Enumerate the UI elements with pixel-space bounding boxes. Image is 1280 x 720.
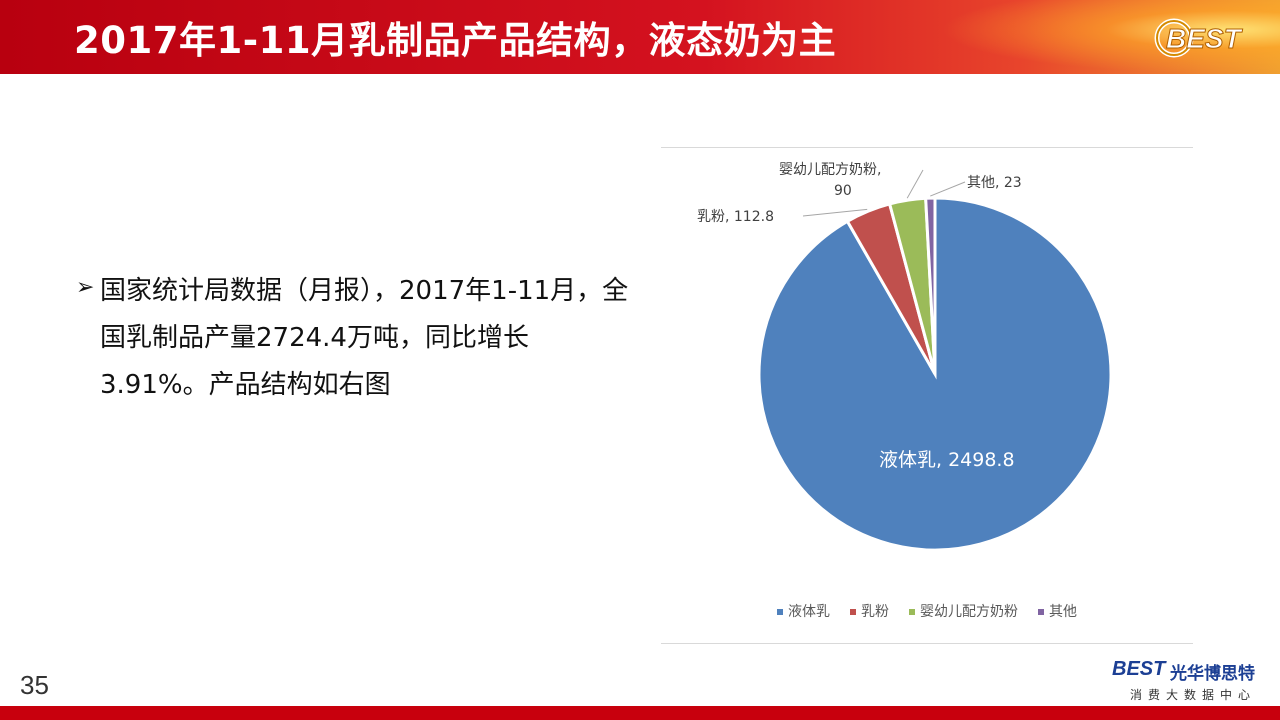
legend-swatch-4 bbox=[1038, 609, 1044, 615]
brand-subtitle: 消费大数据中心 bbox=[1130, 688, 1257, 702]
data-label-3: 90 bbox=[834, 183, 852, 199]
legend-label-1: 液体乳 bbox=[788, 604, 830, 620]
leader-line-4 bbox=[930, 181, 966, 197]
legend-label-2: 乳粉 bbox=[861, 604, 889, 620]
legend-label-3: 婴幼儿配方奶粉 bbox=[920, 604, 1018, 620]
bullet-text: 国家统计局数据（月报），2017年1-11月，全国乳制品产量2724.4万吨，同… bbox=[100, 276, 629, 400]
pie-slice-4 bbox=[924, 196, 937, 375]
slide-title: 2017年1-11月乳制品产品结构，液态奶为主 bbox=[74, 19, 837, 62]
pie-chart: 液体乳, 2498.8 乳粉, 112.8 婴幼儿配方奶粉, 90 其他, 23 液体乳 乳… bbox=[697, 162, 1113, 620]
header-banner: 2017年1-11月乳制品产品结构，液态奶为主 BEST bbox=[0, 0, 1280, 74]
page-number: 35 bbox=[20, 670, 49, 700]
leader-line-3 bbox=[906, 169, 924, 199]
header-glow bbox=[940, 0, 1280, 74]
logo-letters: BEST bbox=[1166, 23, 1244, 54]
pie-chart-frame: 液体乳, 2498.8 乳粉, 112.8 婴幼儿配方奶粉, 90 其他, 23 液体乳 乳… bbox=[661, 147, 1193, 644]
bullet-arrow-icon: ➢ bbox=[76, 275, 95, 300]
legend-label-4: 其他 bbox=[1049, 604, 1077, 620]
leader-line-2 bbox=[802, 208, 868, 217]
data-label-2: 乳粉, 112.8 bbox=[697, 209, 774, 225]
brand-name: 光华博思特 bbox=[1170, 664, 1255, 684]
legend-swatch-3 bbox=[909, 609, 915, 615]
best-logo-icon: BEST bbox=[1154, 18, 1244, 58]
legend-swatch-1 bbox=[777, 609, 783, 615]
data-label-3: 婴幼儿配方奶粉, bbox=[779, 162, 881, 178]
data-label-1: 液体乳, 2498.8 bbox=[879, 449, 1015, 471]
legend-swatch-2 bbox=[850, 609, 856, 615]
bullet-paragraph: ➢ 国家统计局数据（月报），2017年1-11月，全国乳制品产量2724.4万吨… bbox=[76, 268, 636, 408]
footer-bar bbox=[0, 706, 1280, 720]
brand-footer-logo: BEST 光华博思特 消费大数据中心 bbox=[1112, 656, 1272, 704]
data-label-4: 其他, 23 bbox=[967, 175, 1022, 191]
brand-mark: BEST bbox=[1112, 658, 1166, 680]
